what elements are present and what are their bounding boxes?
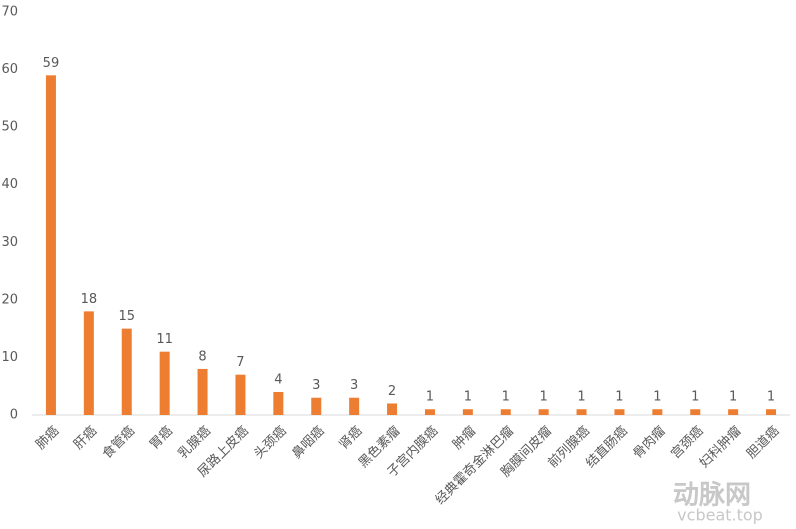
y-tick-label: 20	[1, 292, 18, 307]
value-label: 1	[577, 390, 585, 405]
bar	[121, 328, 132, 415]
x-tick-label: 胆道癌	[743, 423, 782, 462]
watermark-site: vcbeat.top	[677, 506, 763, 525]
x-tick-label: 肺癌	[33, 423, 63, 453]
bar	[500, 409, 511, 415]
value-label: 1	[426, 390, 434, 405]
x-tick-label: 结直肠癌	[583, 423, 631, 471]
value-label: 4	[274, 372, 282, 387]
bar	[159, 351, 170, 415]
y-tick-label: 40	[1, 177, 18, 192]
bar	[197, 368, 208, 415]
value-label: 3	[312, 378, 320, 393]
value-label: 2	[388, 384, 396, 399]
bar	[462, 409, 473, 415]
value-label: 1	[729, 390, 737, 405]
y-tick-label: 0	[10, 408, 18, 423]
bar	[652, 409, 663, 415]
bar	[766, 409, 777, 415]
bar	[576, 409, 587, 415]
bar	[690, 409, 701, 415]
y-tick-label: 30	[1, 235, 18, 250]
bar	[728, 409, 739, 415]
x-tick-label: 骨肉瘤	[630, 423, 669, 462]
y-tick-label: 70	[1, 5, 18, 20]
value-label: 15	[118, 309, 135, 324]
bar	[235, 374, 246, 415]
y-tick-label: 60	[1, 62, 18, 77]
value-label: 1	[691, 390, 699, 405]
x-tick-label: 胃癌	[146, 423, 176, 453]
value-label: 18	[81, 292, 98, 307]
x-tick-label: 肿瘤	[449, 423, 479, 453]
x-tick-label: 肝癌	[70, 423, 100, 453]
y-tick-label: 10	[1, 350, 18, 365]
watermark-name: 动脉网	[673, 481, 751, 511]
x-tick-label: 食管癌	[99, 423, 138, 462]
bar	[349, 397, 360, 415]
value-label: 1	[653, 390, 661, 405]
x-tick-label: 头颈癌	[251, 423, 290, 462]
bar	[387, 403, 398, 415]
value-label: 8	[198, 349, 206, 364]
x-tick-label: 肾癌	[336, 423, 366, 453]
value-label: 11	[156, 332, 173, 347]
bar	[424, 409, 435, 415]
bar	[273, 391, 284, 415]
value-label: 59	[43, 56, 60, 71]
bar	[614, 409, 625, 415]
value-label: 3	[350, 378, 358, 393]
value-label: 1	[502, 390, 510, 405]
bar	[311, 397, 322, 415]
value-label: 7	[236, 355, 244, 370]
x-tick-label: 妇科肿瘤	[696, 423, 744, 471]
value-label: 1	[464, 390, 472, 405]
value-label: 1	[767, 390, 775, 405]
value-label: 1	[540, 390, 548, 405]
y-tick-label: 50	[1, 120, 18, 135]
value-label: 1	[615, 390, 623, 405]
bar	[83, 311, 94, 415]
x-tick-label: 鼻咽癌	[289, 423, 328, 462]
bar	[45, 75, 56, 415]
bar	[538, 409, 549, 415]
